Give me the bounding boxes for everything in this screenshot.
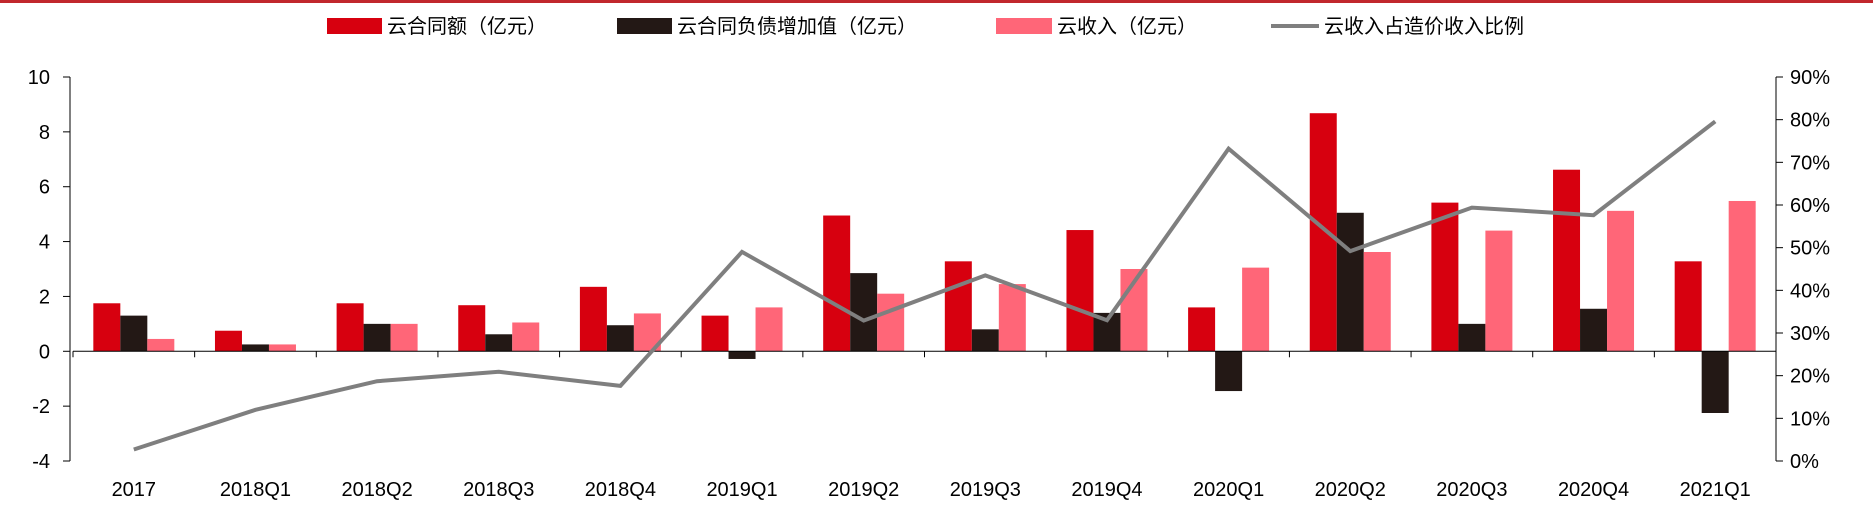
x-axis-category-label: 2019Q1 [706,479,777,501]
bar-contract_amount [336,303,364,352]
left-axis-tick-label: 6 [39,177,50,199]
left-axis-tick-label: 2 [39,286,50,308]
bar-contract_amount [1553,169,1581,352]
right-axis-tick-label: 0% [1790,451,1819,473]
x-axis-category-label: 2018Q2 [342,479,413,501]
bar-contract_liability_increase [485,334,513,352]
bar-contract_amount [944,261,972,352]
bar-cloud_revenue [147,338,175,352]
bar-contract_amount [1674,261,1702,352]
x-axis-category-label: 2020Q1 [1193,479,1264,501]
bar-contract_amount [93,303,121,352]
right-axis-tick-label: 60% [1790,195,1830,217]
bar-contract_liability_increase [1336,212,1364,352]
bar-contract_liability_increase [971,329,999,352]
left-axis-tick-label: 8 [39,122,50,144]
bar-contract_amount [1431,202,1459,352]
bar-contract_liability_increase [241,344,269,352]
x-axis-category-label: 2018Q4 [585,479,656,501]
bar-cloud_revenue [390,323,418,352]
legend-label: 云合同额（亿元） [387,14,547,38]
bar-series-group [93,113,1756,413]
bar-contract_liability_increase [1215,351,1243,392]
legend-label: 云收入（亿元） [1057,14,1197,38]
right-axis-tick-label: 20% [1790,366,1830,388]
x-axis-category-label: 2019Q4 [1071,479,1142,501]
left-axis-tick-label: -2 [32,396,50,418]
legend-bar-swatch [617,18,672,34]
x-axis-category-label: 2020Q3 [1436,479,1507,501]
bar-contract_amount [458,305,486,352]
line-cloud_ratio [133,119,1717,452]
bar-contract_liability_increase [606,325,634,352]
left-axis-tick-label: 4 [39,232,50,254]
bar-contract_amount [701,315,729,352]
bar-contract_liability_increase [1580,308,1608,352]
bar-cloud_revenue [1363,251,1391,352]
line-series-group [133,119,1717,452]
right-axis-tick-label: 90% [1790,67,1830,89]
bar-cloud_revenue [998,284,1026,352]
x-axis-category-label: 2018Q1 [220,479,291,501]
right-axis-tick-label: 50% [1790,238,1830,260]
x-axis-category-label: 2019Q2 [828,479,899,501]
x-axis-category-label: 2019Q3 [950,479,1021,501]
right-axis-tick-label: 80% [1790,110,1830,132]
bar-contract_liability_increase [1701,351,1729,413]
left-axis-tick-label: 0 [39,341,50,363]
x-axis-category-label: 2021Q1 [1680,479,1751,501]
right-axis-tick-label: 30% [1790,323,1830,345]
right-axis-tick-label: 40% [1790,280,1830,302]
bar-cloud_revenue [877,293,905,352]
bar-contract_liability_increase [728,351,756,359]
legend-bar-swatch [327,18,382,34]
bar-cloud_revenue [1242,267,1270,352]
bar-cloud_revenue [755,307,783,352]
chart-axes [63,76,1783,462]
axis-tick-labels: -4 -2 0 2 4 6 8 10 0% 10% 20% 30% 40% 50% 60% 70% 80% 90%… [28,67,1830,501]
bar-contract_liability_increase [1458,323,1486,352]
bar-cloud_revenue [1728,200,1756,352]
right-axis-tick-label: 70% [1790,152,1830,174]
left-axis-tick-label: 10 [28,67,50,89]
bar-cloud_revenue [268,344,296,352]
bar-contract_amount [214,330,242,352]
bar-contract_amount [1309,113,1337,352]
bar-cloud_revenue [1485,230,1513,352]
bar-contract_liability_increase [120,315,148,352]
chart-legend: 云合同额（亿元） 云合同负债增加值（亿元） 云收入（亿元） 云收入占造价收入比例 [327,14,1524,38]
bar-contract_amount [1066,230,1094,352]
x-axis-category-label: 2018Q3 [463,479,534,501]
bar-cloud_revenue [512,322,540,352]
x-axis-category-label: 2020Q4 [1558,479,1629,501]
x-axis-category-label: 2017 [112,479,157,501]
legend-label: 云合同负债增加值（亿元） [677,14,917,38]
bar-contract_liability_increase [850,273,878,352]
left-axis-tick-label: -4 [32,451,50,473]
x-axis-category-label: 2020Q2 [1315,479,1386,501]
bar-contract_amount [1188,307,1216,352]
bar-cloud_revenue [1607,210,1635,352]
bar-contract_amount [823,215,851,352]
legend-label: 云收入占造价收入比例 [1324,14,1524,38]
legend-bar-swatch [996,18,1052,34]
bar-contract_amount [579,286,607,352]
right-axis-tick-label: 10% [1790,408,1830,430]
bar-contract_liability_increase [363,323,391,352]
top-accent-rule [0,0,1873,3]
